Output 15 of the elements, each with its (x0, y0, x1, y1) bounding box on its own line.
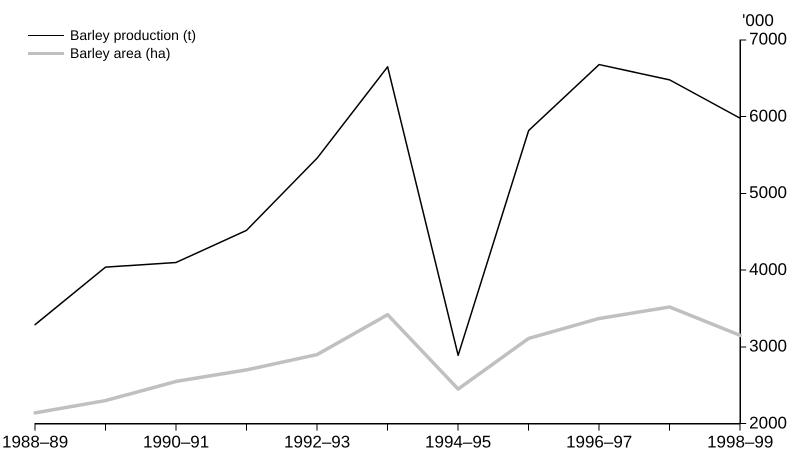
y-tick-label: 5000 (749, 183, 788, 202)
y-tick-label: 2000 (749, 413, 788, 432)
legend-label: Barley production (t) (70, 27, 196, 43)
x-tick-label: 1996–97 (566, 432, 632, 452)
y-tick-label: 4000 (749, 260, 788, 279)
y-tick-label: 6000 (749, 106, 788, 126)
y-tick-label: 3000 (749, 336, 788, 356)
x-tick-label: 1992–93 (284, 432, 350, 452)
y-axis-title: '000 (742, 11, 774, 30)
x-tick-label: 1988–89 (2, 432, 68, 452)
x-tick-label: 1990–91 (143, 432, 210, 452)
y-tick-label: 7000 (749, 30, 788, 49)
x-tick-label: 1994–95 (425, 432, 492, 452)
legend-label: Barley area (ha) (70, 45, 170, 61)
x-tick-label: 1998–99 (707, 432, 774, 452)
